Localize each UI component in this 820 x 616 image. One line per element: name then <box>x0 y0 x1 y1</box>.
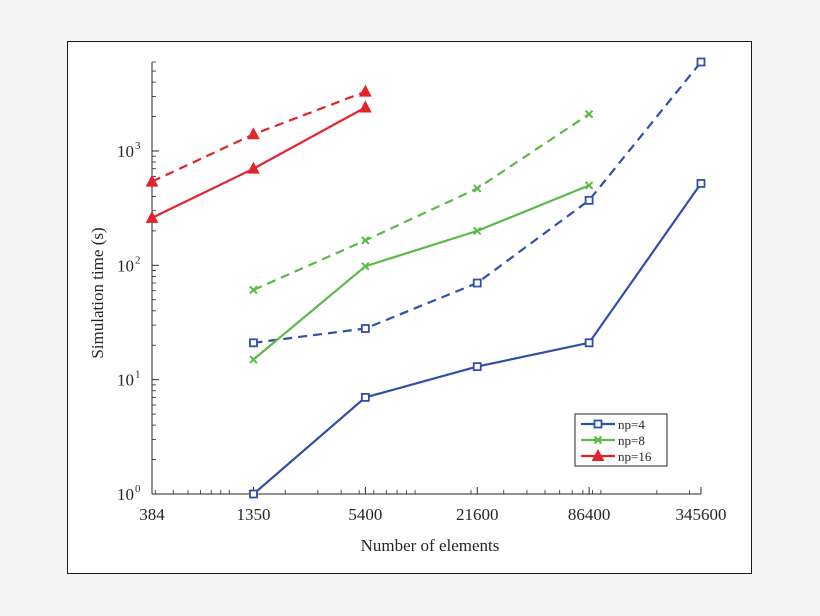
figure-frame: 384 1350 5400 21600 86400 345600 10 0 10 1 10 2 10 3 … <box>67 41 752 574</box>
data-point <box>247 161 260 174</box>
series-np-16-dashed- <box>145 84 372 187</box>
data-point <box>145 210 159 223</box>
legend-item: np=4 <box>581 417 645 432</box>
x-tick-label: 21600 <box>456 505 499 524</box>
series-line <box>253 113 590 291</box>
x-marker-stroke <box>249 355 258 364</box>
series-np-16 <box>145 100 372 223</box>
series-line <box>253 61 702 344</box>
data-point <box>584 181 594 190</box>
data-point <box>696 57 706 67</box>
x-marker-stroke <box>593 435 603 445</box>
series-np-4 <box>249 179 706 499</box>
legend-label: np=4 <box>618 417 645 432</box>
x-tick-label: 86400 <box>568 505 611 524</box>
data-point <box>247 127 260 140</box>
data-point <box>359 100 372 113</box>
data-point <box>249 338 258 348</box>
x-marker-stroke <box>584 181 594 190</box>
data-point <box>584 109 594 119</box>
series-np-8-dashed- <box>249 109 594 295</box>
series-np-8 <box>249 181 594 364</box>
legend-label: np=8 <box>618 433 645 448</box>
data-point <box>360 324 370 333</box>
x-tick-label: 345600 <box>676 505 727 524</box>
x-marker-stroke <box>361 262 370 271</box>
data-point <box>249 489 258 499</box>
legend-item: np=8 <box>581 433 645 448</box>
data-point <box>361 262 370 271</box>
data-point <box>473 184 482 193</box>
data-point <box>584 195 594 205</box>
legend-marker <box>593 435 603 445</box>
legend-marker <box>591 448 605 461</box>
legend: np=4np=8np=16 <box>574 413 668 467</box>
series-line <box>151 106 366 219</box>
y-tick-exponent: 3 <box>135 140 141 152</box>
data-point <box>696 179 706 188</box>
y-tick-exponent: 0 <box>135 483 141 495</box>
data-point <box>473 226 482 236</box>
series-group <box>145 57 706 499</box>
data-point <box>145 174 159 187</box>
y-tick-label: 10 <box>117 485 134 504</box>
data-point <box>584 338 594 348</box>
x-marker-stroke <box>473 226 482 236</box>
data-point <box>249 355 258 364</box>
data-point <box>472 278 482 288</box>
y-axis-label: Simulation time (s) <box>88 227 107 358</box>
x-marker-stroke <box>584 109 594 119</box>
y-tick-label: 10 <box>117 371 134 390</box>
data-point <box>361 236 370 245</box>
x-axis-label: Number of elements <box>361 536 500 555</box>
x-marker-stroke <box>361 236 370 245</box>
y-tick-label: 10 <box>117 256 134 275</box>
x-tick-label: 1350 <box>236 505 270 524</box>
legend-marker <box>593 419 603 429</box>
data-point <box>249 285 258 295</box>
y-tick-exponent: 2 <box>135 254 141 266</box>
series-line <box>252 184 590 361</box>
x-tick-label: 384 <box>139 505 165 524</box>
data-point <box>360 392 370 402</box>
series-np-4-dashed- <box>249 57 706 348</box>
x-marker-stroke <box>473 184 482 193</box>
x-tick-label: 5400 <box>348 505 382 524</box>
data-point <box>472 362 482 372</box>
legend-item: np=16 <box>581 448 652 464</box>
series-line <box>151 90 366 183</box>
y-tick-label: 10 <box>117 142 134 161</box>
legend-label: np=16 <box>618 449 652 464</box>
x-marker-stroke <box>249 285 258 295</box>
y-tick-exponent: 1 <box>135 369 141 381</box>
data-point <box>359 84 372 97</box>
